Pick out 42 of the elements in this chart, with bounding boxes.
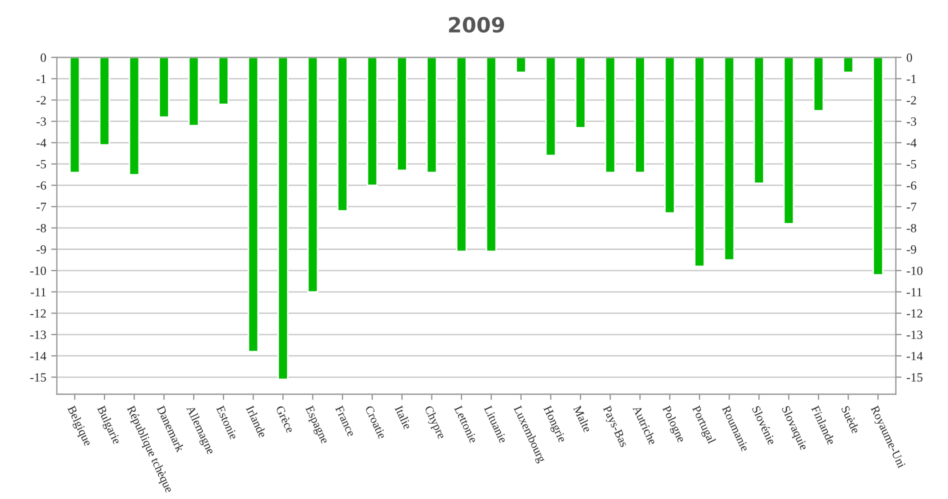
x-tick-label: Malte	[573, 404, 592, 433]
y-tick-label: -10	[30, 266, 46, 276]
x-tick-label: France	[335, 405, 356, 437]
y2-tick-label: -4	[906, 138, 916, 147]
x-tick-label: Chypre	[422, 405, 446, 440]
y2-tick-label: -6	[906, 181, 916, 190]
y-tick-label: -3	[36, 117, 46, 126]
chart-title: 2009	[449, 16, 504, 33]
y-tick-label: -2	[36, 96, 46, 104]
x-tick-label: Irlande	[246, 405, 268, 438]
x-tick-label: Italie	[394, 405, 412, 430]
y-tick-label: 0	[40, 53, 46, 62]
y-tick-label: -6	[36, 181, 46, 190]
y-tick-label: -4	[36, 138, 46, 147]
y2-tick-label: -10	[906, 266, 922, 276]
y2-tick-label: -14	[906, 352, 923, 360]
y-tick-label: -9	[36, 245, 46, 254]
y2-tick-label: -15	[906, 373, 922, 382]
y-tick-label: -1	[36, 74, 46, 84]
y-tick-label: -13	[30, 330, 46, 339]
y-tick-label: -11	[30, 288, 46, 296]
y-tick-label: -14	[30, 352, 46, 360]
x-tick-label: Suède	[841, 405, 860, 434]
y-tick-label: -7	[36, 202, 46, 211]
y2-tick-label: -13	[906, 330, 922, 339]
y2-tick-label: -9	[906, 245, 916, 254]
x-tick-label: Croatie	[364, 405, 386, 440]
y2-tick-label: -3	[906, 117, 916, 126]
y2-tick-label: -8	[906, 224, 916, 232]
y2-tick-label: -7	[906, 202, 916, 211]
y2-tick-label: -5	[906, 160, 916, 168]
y2-tick-label: -11	[906, 288, 922, 296]
y-tick-label: -12	[30, 309, 46, 318]
y-tick-label: -8	[36, 224, 46, 232]
y-tick-label: -15	[30, 373, 46, 382]
y2-tick-label: -1	[906, 74, 916, 84]
x-tick-label: Estonie	[216, 405, 238, 440]
y2-tick-label: -2	[906, 96, 916, 104]
y2-tick-label: -12	[906, 309, 922, 318]
x-tick-label: Grèce	[276, 405, 295, 434]
y2-tick-label: 0	[906, 53, 912, 62]
y-tick-label: -5	[36, 160, 46, 168]
